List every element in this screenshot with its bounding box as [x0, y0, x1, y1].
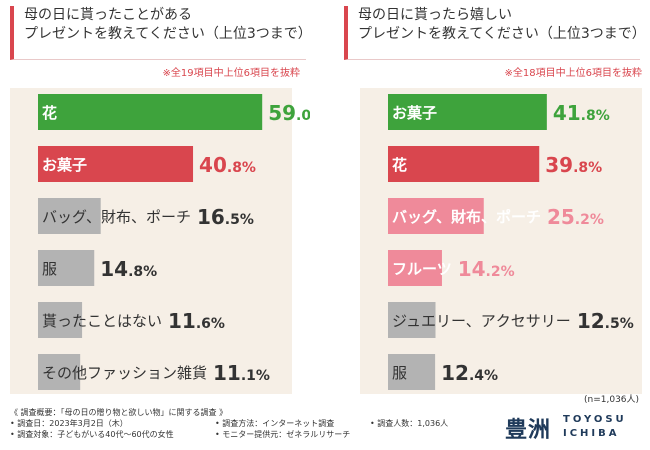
right-title-line1: 母の日に貰ったら嬉しい [358, 7, 512, 23]
left-category-label-2: お菓子 [42, 156, 87, 174]
left-bar-3 [38, 198, 101, 234]
right-value-label-4: 14.2% [458, 257, 515, 281]
footer-method: • 調査方法：インターネット調査 [215, 419, 335, 428]
left-note: ※全19項目中上位6項目を抜粋 [162, 68, 300, 79]
left-bar-1 [38, 94, 263, 130]
left-value-label-2: 40.8% [199, 153, 256, 177]
left-bar-chart: 花 59.0% お菓子 40.8% バッグ、財布、ポーチ 16.5% 服 14.8% 貰ったこと… [10, 90, 310, 390]
right-value-label-1: 41.8% [553, 101, 610, 125]
left-category-label-6: その他ファッション雑貨 [42, 364, 207, 382]
left-category-label-5: 貰ったことはない [42, 312, 162, 330]
right-category-label-3: バッグ、財布、ポーチ [392, 208, 541, 226]
left-value-label-4: 14.8% [100, 257, 157, 281]
right-title-line2: プレゼントを教えてください（上位3つまで） [358, 26, 646, 42]
left-value-label-3: 16.5% [197, 205, 254, 229]
left-chart-background [10, 88, 292, 394]
right-bar-4 [388, 250, 442, 286]
left-title-line1: 母の日に貰ったことがある [24, 7, 192, 23]
right-category-label-4: フルーツ [392, 260, 452, 278]
right-bar-3 [388, 198, 484, 234]
right-value-label-3: 25.2% [547, 205, 604, 229]
toyosu-ichiba-logo: 豊洲 TOYOSU ICHIBA [505, 412, 645, 443]
right-note: ※全18項目中上位6項目を抜粋 [504, 68, 642, 79]
right-bar-1 [388, 94, 547, 130]
right-category-label-5: ジュエリー、アクセサリー [392, 312, 571, 330]
logo-line2: ICHIBA [563, 428, 620, 439]
right-bar-2 [388, 146, 540, 182]
right-chart-svg: お菓子 41.8% 花 39.8% バッグ、財布、ポーチ 25.2% フルーツ 14.2% ジュ… [388, 94, 634, 390]
footer-provider: • モニター提供元：ゼネラルリサーチ [215, 430, 351, 439]
left-bar-5 [38, 302, 83, 338]
right-value-label-6: 12.4% [441, 361, 498, 385]
footer-summary: 《 調査概要：「母の日の贈り物と欲しい物」に関する調査 》 [10, 408, 228, 417]
left-bar-6 [38, 354, 81, 390]
left-title-line2: プレゼントを教えてください（上位3つまで） [24, 26, 312, 42]
left-category-label-3: バッグ、財布、ポーチ [42, 208, 191, 226]
right-question-header: 母の日に貰ったら嬉しい プレゼントを教えてください（上位3つまで） [344, 6, 646, 60]
left-value-label-1: 59.0% [268, 101, 310, 125]
right-chart-background [360, 88, 642, 394]
logo-line1: TOYOSU [563, 414, 627, 425]
left-category-label-4: 服 [42, 260, 57, 278]
right-category-label-2: 花 [392, 156, 407, 174]
footer-target: • 調査対象：子どもがいる40代〜60代の女性 [10, 430, 174, 439]
footer-date: • 調査日：2023年3月2日（木） [10, 419, 128, 428]
right-category-label-6: 服 [392, 364, 407, 382]
right-bar-5 [388, 302, 436, 338]
right-bar-6 [388, 354, 436, 390]
right-bar-chart: お菓子 41.8% 花 39.8% バッグ、財布、ポーチ 25.2% フルーツ 14.2% ジュ… [360, 90, 650, 390]
logo-kanji: 豊洲 [505, 418, 552, 443]
right-value-label-5: 12.5% [577, 309, 634, 333]
right-category-label-1: お菓子 [392, 104, 437, 122]
left-chart-svg: 花 59.0% お菓子 40.8% バッグ、財布、ポーチ 16.5% 服 14.8% 貰ったこと… [38, 94, 310, 390]
left-category-label-1: 花 [42, 104, 57, 122]
left-value-label-5: 11.6% [168, 309, 225, 333]
left-question-header: 母の日に貰ったことがある プレゼントを教えてください（上位3つまで） [10, 6, 312, 60]
sample-size: (n=1,036人) [584, 395, 640, 405]
footer-count: • 調査人数：1,036人 [370, 419, 449, 428]
left-value-label-6: 11.1% [213, 361, 270, 385]
right-value-label-2: 39.8% [545, 153, 602, 177]
left-bar-4 [38, 250, 95, 286]
left-bar-2 [38, 146, 194, 182]
